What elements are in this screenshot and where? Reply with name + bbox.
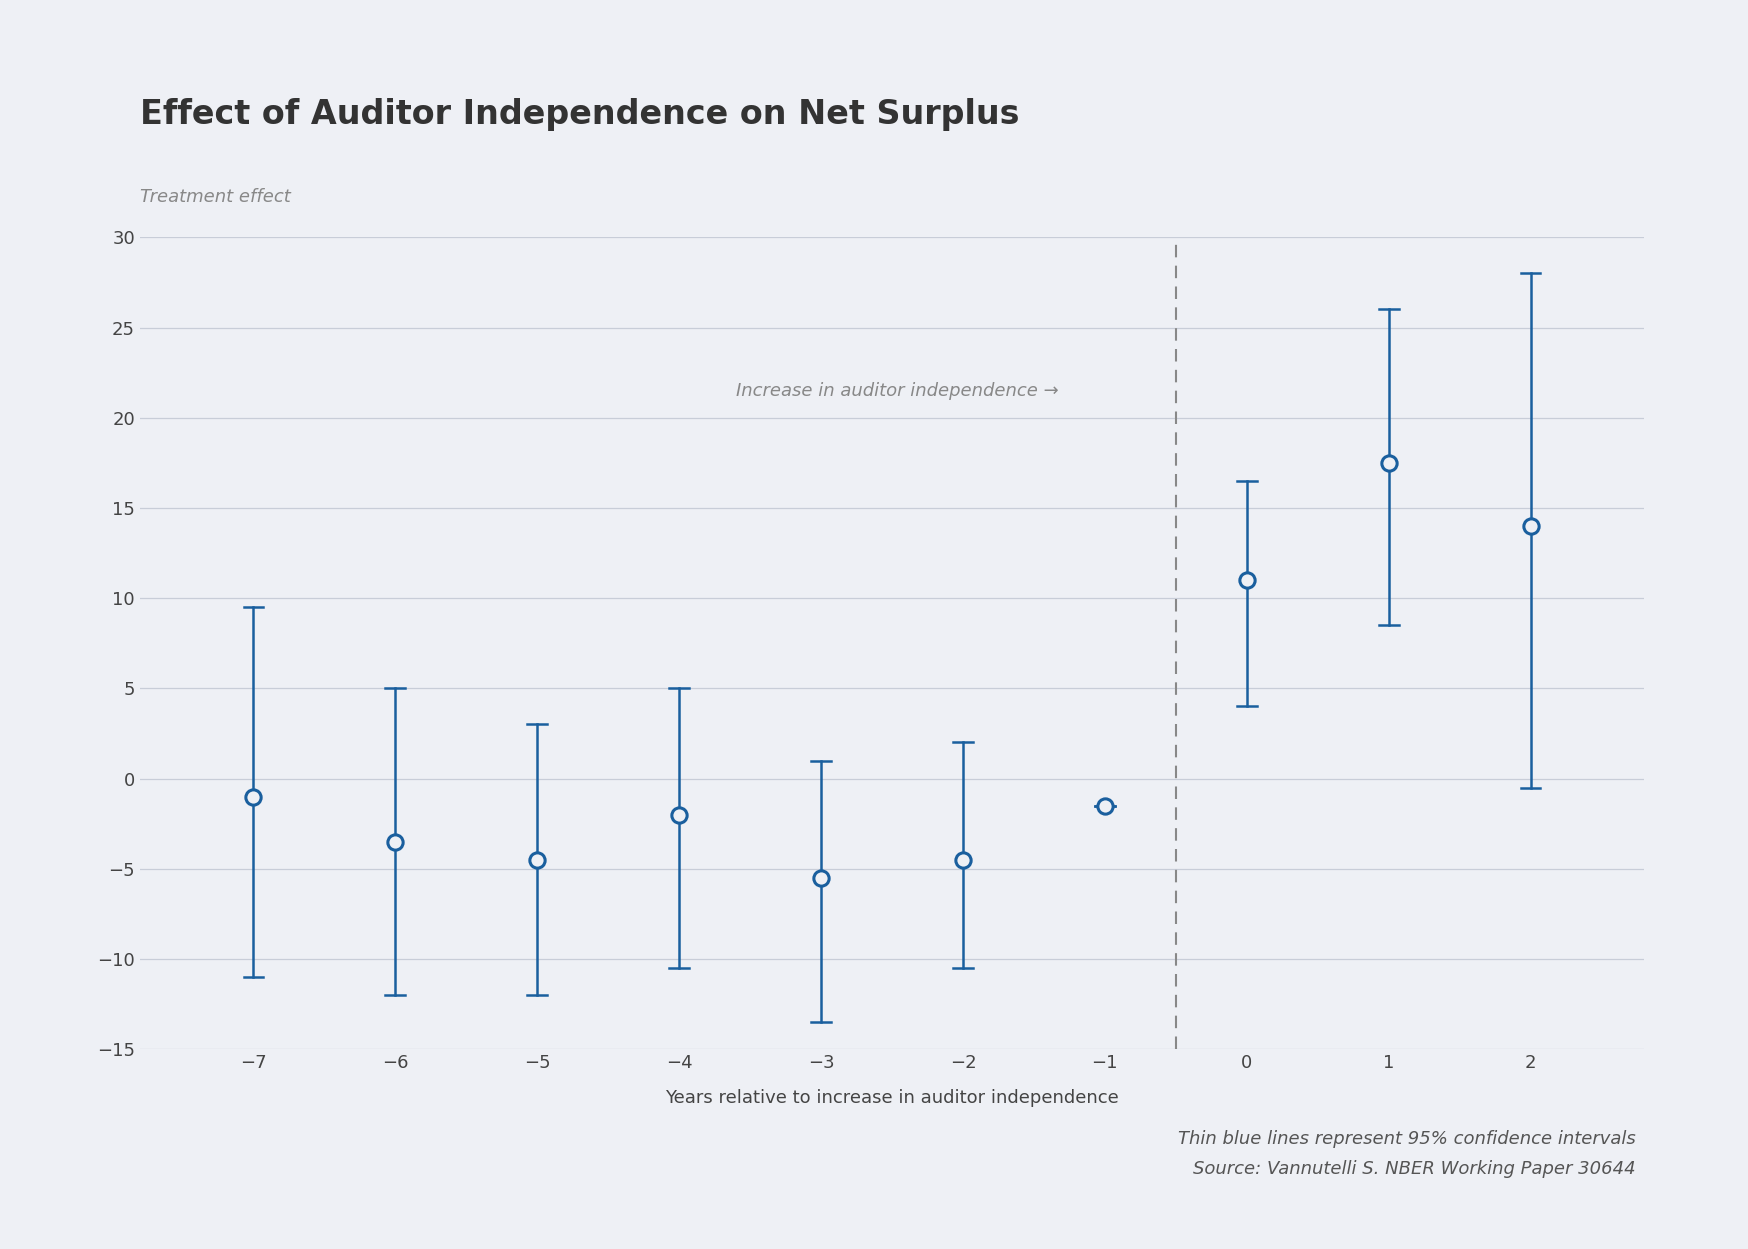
Text: Increase in auditor independence →: Increase in auditor independence →	[736, 382, 1058, 400]
X-axis label: Years relative to increase in auditor independence: Years relative to increase in auditor in…	[664, 1089, 1119, 1107]
Text: Thin blue lines represent 95% confidence intervals
Source: Vannutelli S. NBER Wo: Thin blue lines represent 95% confidence…	[1176, 1130, 1634, 1178]
Text: Effect of Auditor Independence on Net Surplus: Effect of Auditor Independence on Net Su…	[140, 99, 1019, 131]
Text: Treatment effect: Treatment effect	[140, 189, 290, 206]
